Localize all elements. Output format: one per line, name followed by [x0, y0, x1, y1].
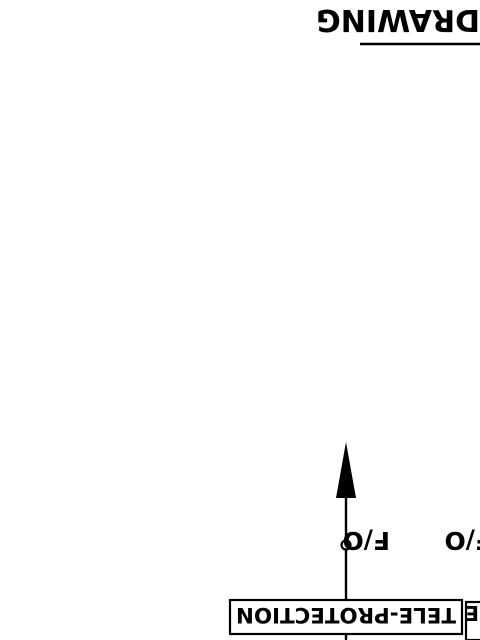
- partial-box-outline: [464, 600, 480, 640]
- partial-box-label: E: [465, 601, 479, 625]
- tele-protection-box: TELE-PROTECTION: [228, 598, 464, 636]
- tele-protection-label: TELE-PROTECTION: [236, 603, 456, 627]
- title-text: DRAWING: [316, 2, 480, 37]
- arrow-head: [336, 442, 356, 498]
- fiber-node-dot: [340, 539, 352, 551]
- equipment-box-partial: E: [464, 600, 480, 640]
- fiber-optic-label-partial: F/O: [445, 526, 480, 555]
- drawing-title: DRAWING: [316, 2, 480, 46]
- fiber-optic-label: F/O: [343, 526, 390, 555]
- tele-protection-box-outline: [228, 598, 464, 636]
